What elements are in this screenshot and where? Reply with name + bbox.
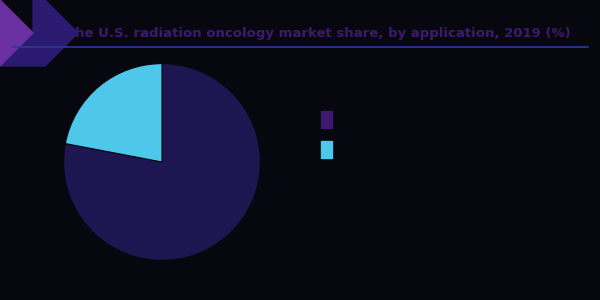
Wedge shape — [65, 64, 162, 162]
Text: The U.S. radiation oncology market share, by application, 2019 (%): The U.S. radiation oncology market share… — [65, 27, 571, 40]
Wedge shape — [64, 64, 260, 260]
